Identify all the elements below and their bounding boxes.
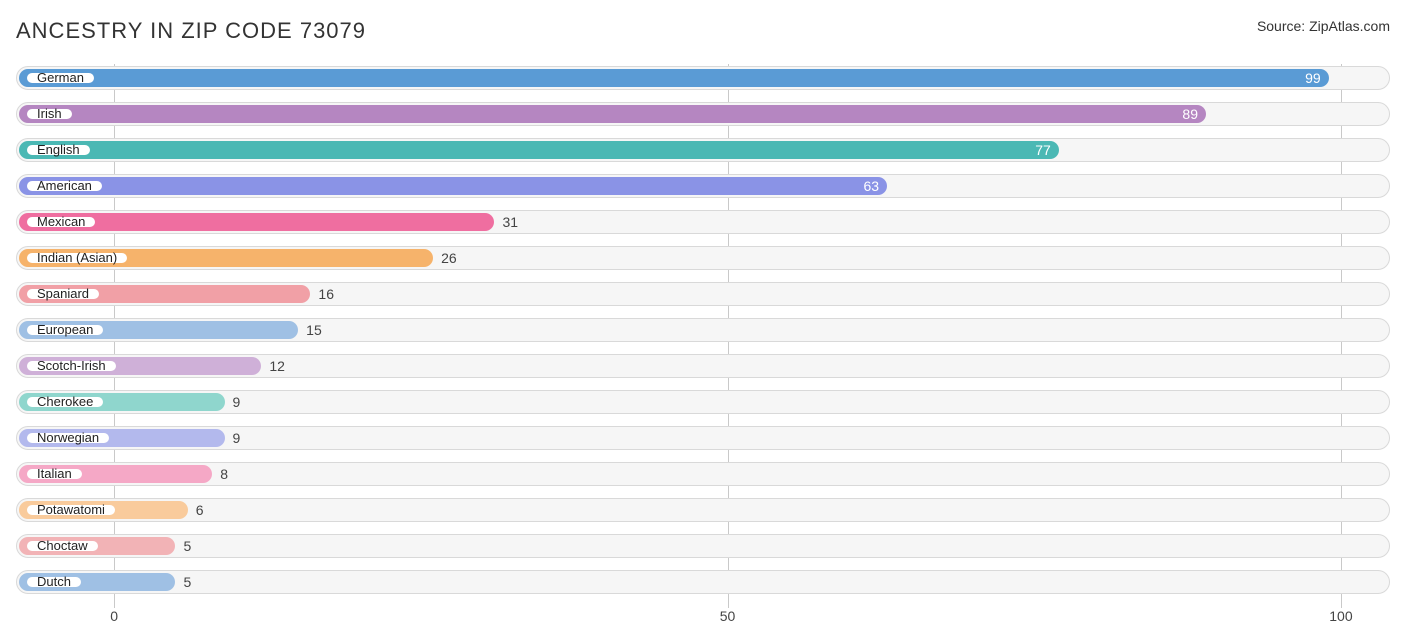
bar-track [16, 570, 1390, 594]
bar-row: German 99 [16, 64, 1390, 92]
category-pill: Italian [25, 467, 84, 481]
x-tick-label: 50 [720, 608, 736, 624]
value-label: 5 [183, 573, 191, 591]
bar-row: Italian 8 [16, 460, 1390, 488]
x-axis: 0 50 100 [16, 604, 1390, 634]
ancestry-bar-chart: ANCESTRY IN ZIP CODE 73079 Source: ZipAt… [0, 0, 1406, 644]
plot-area: German99Irish89English77American63Mexica… [16, 64, 1390, 604]
bar-row: English 77 [16, 136, 1390, 164]
category-pill: American [25, 179, 104, 193]
bar [19, 141, 1059, 159]
x-tick-label: 0 [110, 608, 118, 624]
category-pill: Irish [25, 107, 74, 121]
value-label: 8 [220, 465, 228, 483]
category-pill: Spaniard [25, 287, 101, 301]
category-pill: Norwegian [25, 431, 111, 445]
bar-row: Scotch-Irish 12 [16, 352, 1390, 380]
bar-row: European 15 [16, 316, 1390, 344]
value-label: 15 [306, 321, 322, 339]
chart-title: ANCESTRY IN ZIP CODE 73079 [16, 18, 366, 44]
category-pill: German [25, 71, 96, 85]
category-pill: Mexican [25, 215, 97, 229]
value-label: 77 [1035, 141, 1051, 159]
bar [19, 177, 887, 195]
value-label: 26 [441, 249, 457, 267]
value-label: 63 [863, 177, 879, 195]
category-pill: Cherokee [25, 395, 105, 409]
bar-row: Irish 89 [16, 100, 1390, 128]
category-pill: European [25, 323, 105, 337]
category-pill: Potawatomi [25, 503, 117, 517]
category-pill: Choctaw [25, 539, 100, 553]
chart-source: Source: ZipAtlas.com [1257, 18, 1390, 34]
value-label: 89 [1182, 105, 1198, 123]
value-label: 12 [269, 357, 285, 375]
value-label: 6 [196, 501, 204, 519]
bar-row: Cherokee 9 [16, 388, 1390, 416]
value-label: 16 [318, 285, 334, 303]
bar-row: Norwegian 9 [16, 424, 1390, 452]
category-pill: Scotch-Irish [25, 359, 118, 373]
bar-row: Spaniard 16 [16, 280, 1390, 308]
bar-row: Indian (Asian) 26 [16, 244, 1390, 272]
chart-header: ANCESTRY IN ZIP CODE 73079 Source: ZipAt… [16, 18, 1390, 44]
bar [19, 105, 1206, 123]
value-label: 31 [502, 213, 518, 231]
value-label: 9 [233, 393, 241, 411]
value-label: 99 [1305, 69, 1321, 87]
bar-row: American 63 [16, 172, 1390, 200]
category-pill: Indian (Asian) [25, 251, 129, 265]
bar [19, 69, 1329, 87]
bar-row: Choctaw 5 [16, 532, 1390, 560]
bar-row: Potawatomi 6 [16, 496, 1390, 524]
value-label: 9 [233, 429, 241, 447]
bar-row: Dutch 5 [16, 568, 1390, 596]
x-tick-label: 100 [1329, 608, 1352, 624]
category-pill: English [25, 143, 92, 157]
category-pill: Dutch [25, 575, 83, 589]
bar-track [16, 498, 1390, 522]
bar-row: Mexican 31 [16, 208, 1390, 236]
bar-track [16, 534, 1390, 558]
value-label: 5 [183, 537, 191, 555]
